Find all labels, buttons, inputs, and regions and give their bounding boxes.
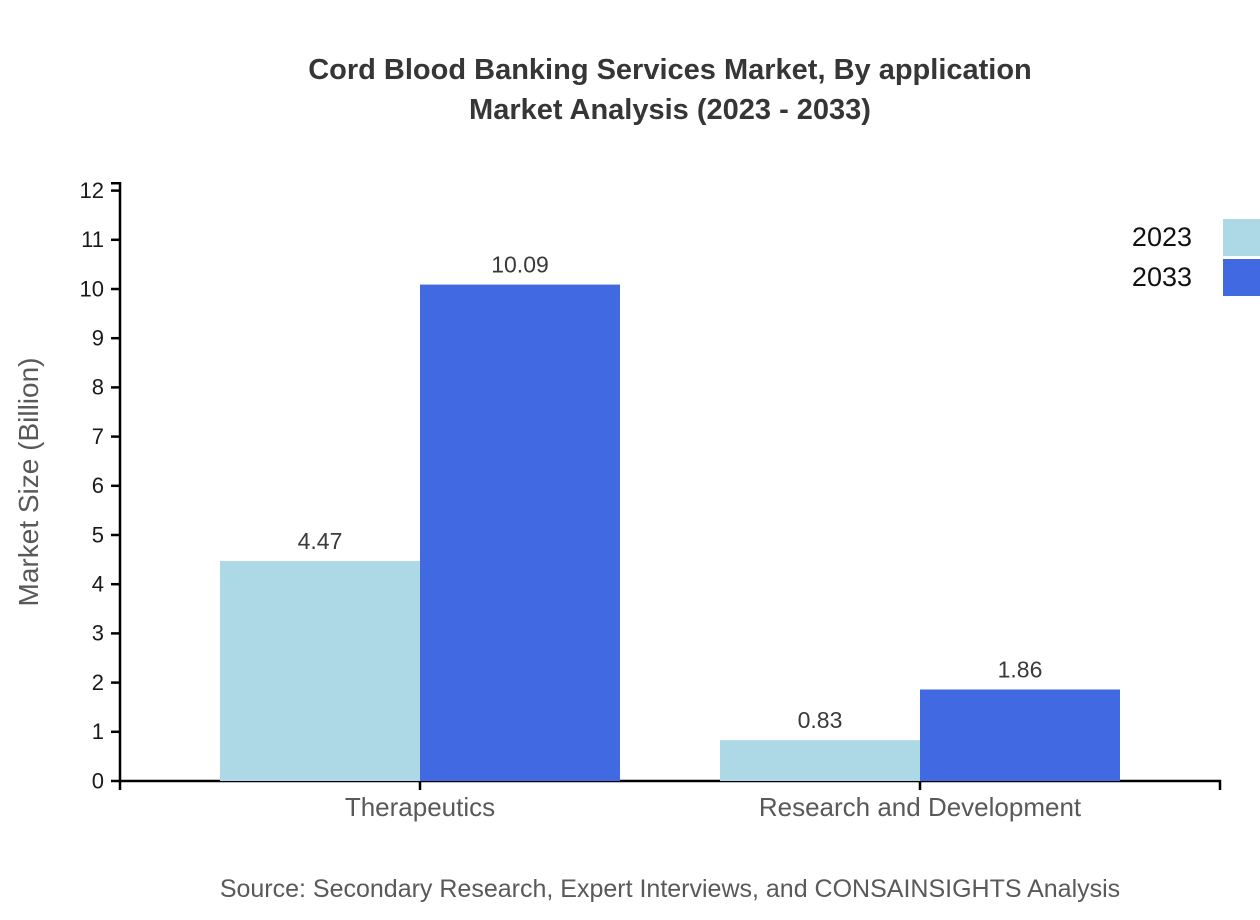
legend-item-2023: 2023 xyxy=(1132,219,1260,256)
legend-swatch-2033 xyxy=(1223,259,1260,296)
y-tick-label: 1 xyxy=(92,719,104,744)
bar-2033-0 xyxy=(420,284,620,781)
y-axis-line xyxy=(111,181,122,781)
x-axis-line xyxy=(118,779,1222,790)
legend: 2023 2033 xyxy=(1132,219,1260,299)
legend-item-2033: 2033 xyxy=(1132,259,1260,296)
legend-label-2023: 2023 xyxy=(1131,222,1192,252)
bar-value-label: 10.09 xyxy=(491,252,549,278)
chart-title-line2: Market Analysis (2023 - 2033) xyxy=(469,94,871,126)
y-tick-label: 4 xyxy=(92,571,104,596)
bar-value-label: 4.47 xyxy=(298,528,343,554)
y-tick-label: 6 xyxy=(92,473,104,498)
y-tick-label: 2 xyxy=(92,670,104,695)
x-category-label: Therapeutics xyxy=(345,792,495,822)
chart-title: Cord Blood Banking Services Market, By a… xyxy=(120,50,1220,130)
y-tick-label: 7 xyxy=(92,424,104,449)
bar-2033-1 xyxy=(920,689,1120,781)
bar-value-label: 0.83 xyxy=(798,707,843,733)
y-tick-label: 11 xyxy=(81,227,104,252)
y-tick-label: 0 xyxy=(92,768,104,793)
chart-title-line1: Cord Blood Banking Services Market, By a… xyxy=(308,54,1032,86)
bar-2023-1 xyxy=(720,740,920,781)
legend-swatch-2023 xyxy=(1223,219,1260,256)
source-note: Source: Secondary Research, Expert Inter… xyxy=(219,875,1121,903)
y-tick-label: 3 xyxy=(92,621,104,646)
y-axis-title: Market Size (Billion) xyxy=(13,358,44,607)
x-category-label: Research and Development xyxy=(759,792,1082,822)
y-tick-label: 9 xyxy=(92,325,104,350)
y-tick-label: 12 xyxy=(80,178,104,203)
legend-label-2033: 2033 xyxy=(1131,262,1192,292)
y-tick-label: 5 xyxy=(92,522,104,547)
bar-2023-0 xyxy=(220,561,420,781)
y-tick-label: 10 xyxy=(80,276,104,301)
y-tick-label: 8 xyxy=(92,375,104,400)
bar-value-label: 1.86 xyxy=(998,656,1043,682)
